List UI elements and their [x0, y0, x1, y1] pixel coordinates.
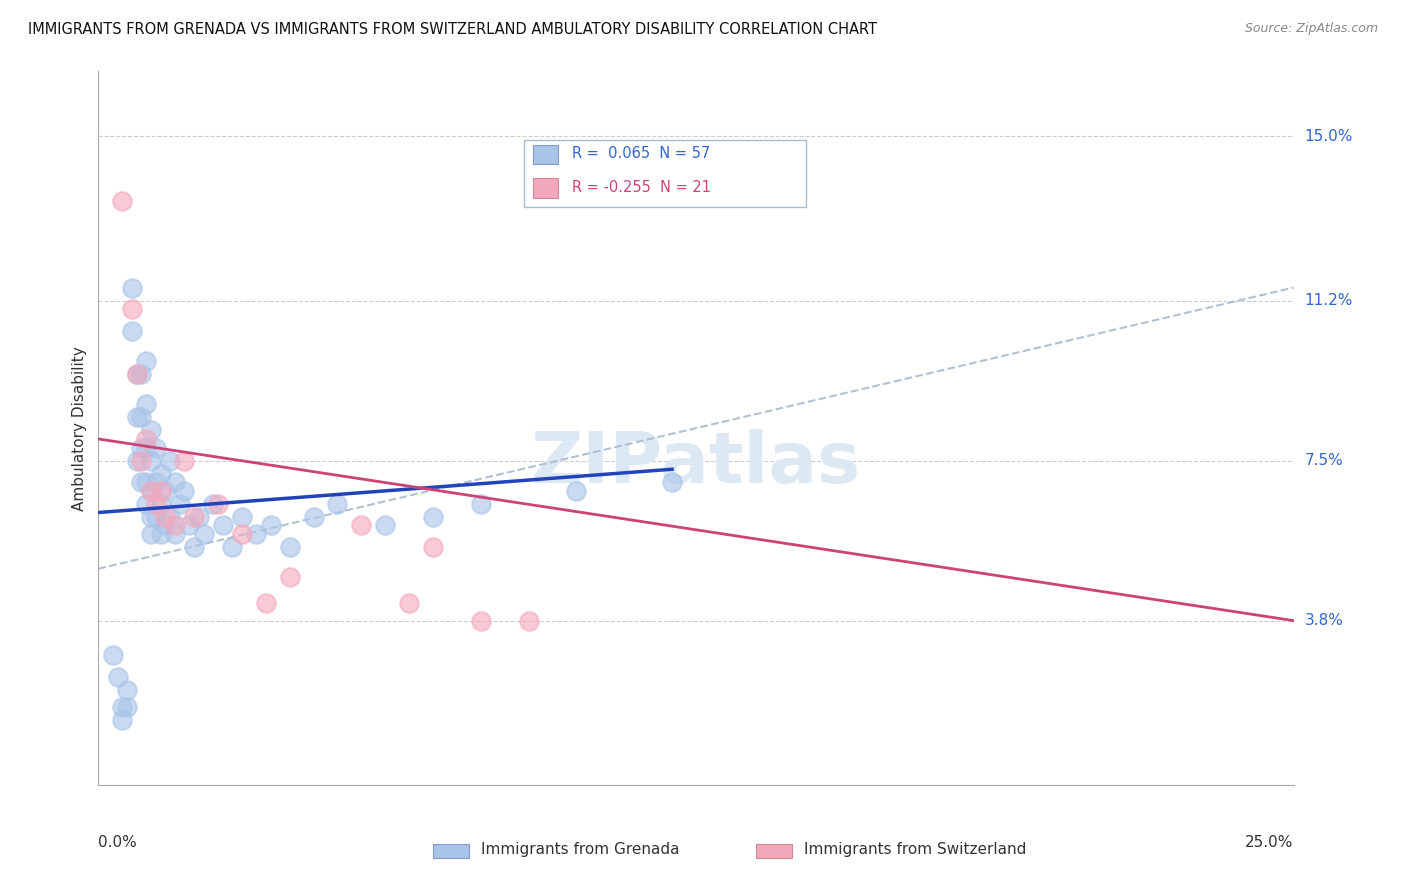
Point: [155, 483, 177, 498]
Text: 25.0%: 25.0%: [1246, 835, 1294, 850]
Point: [125, 367, 148, 381]
Point: [101, 648, 124, 663]
Point: [398, 596, 420, 610]
Point: [115, 682, 138, 697]
Point: [207, 497, 229, 511]
Point: [135, 497, 157, 511]
Point: [350, 518, 373, 533]
Point: [193, 527, 215, 541]
Point: [155, 518, 177, 533]
Point: [565, 483, 588, 498]
Point: [139, 509, 162, 524]
Point: [149, 467, 172, 481]
Point: [202, 497, 225, 511]
Point: [111, 713, 134, 727]
Text: Source: ZipAtlas.com: Source: ZipAtlas.com: [1244, 22, 1378, 36]
Point: [517, 614, 540, 628]
Point: [259, 518, 281, 533]
Point: [131, 367, 153, 381]
Point: [139, 423, 162, 437]
Point: [115, 700, 138, 714]
Point: [131, 441, 153, 455]
Point: [139, 483, 162, 498]
Text: 11.2%: 11.2%: [1305, 293, 1353, 308]
Point: [135, 441, 157, 455]
Point: [422, 540, 444, 554]
Point: [131, 475, 153, 490]
Point: [155, 509, 177, 524]
Point: [661, 475, 683, 490]
Point: [121, 302, 143, 317]
Point: [422, 509, 444, 524]
Point: [173, 483, 195, 498]
Point: [121, 280, 143, 294]
Point: [173, 453, 195, 467]
Text: Immigrants from Grenada: Immigrants from Grenada: [481, 842, 679, 856]
Text: ZIPatlas: ZIPatlas: [531, 429, 860, 499]
Text: IMMIGRANTS FROM GRENADA VS IMMIGRANTS FROM SWITZERLAND AMBULATORY DISABILITY COR: IMMIGRANTS FROM GRENADA VS IMMIGRANTS FR…: [28, 22, 877, 37]
Text: 3.8%: 3.8%: [1305, 613, 1344, 628]
Point: [470, 614, 492, 628]
Bar: [433, 844, 470, 858]
Point: [302, 509, 325, 524]
Text: Immigrants from Switzerland: Immigrants from Switzerland: [804, 842, 1026, 856]
Point: [149, 527, 172, 541]
Point: [374, 518, 396, 533]
Point: [183, 509, 205, 524]
Point: [221, 540, 243, 554]
Text: 7.5%: 7.5%: [1305, 453, 1343, 468]
Point: [139, 483, 162, 498]
Point: [135, 475, 157, 490]
Point: [111, 194, 134, 208]
Point: [121, 324, 143, 338]
Text: R =  0.065  N = 57: R = 0.065 N = 57: [572, 146, 710, 161]
Point: [125, 367, 148, 381]
Point: [131, 453, 153, 467]
Point: [163, 475, 186, 490]
Point: [139, 527, 162, 541]
Point: [278, 540, 301, 554]
Point: [326, 497, 349, 511]
Bar: [756, 844, 792, 858]
Point: [231, 527, 253, 541]
Point: [145, 497, 167, 511]
Point: [245, 527, 267, 541]
Point: [470, 497, 492, 511]
Point: [149, 483, 172, 498]
Point: [111, 700, 134, 714]
Point: [187, 509, 209, 524]
Point: [179, 518, 201, 533]
Point: [211, 518, 233, 533]
Point: [159, 453, 181, 467]
Point: [145, 475, 167, 490]
Point: [135, 432, 157, 446]
Y-axis label: Ambulatory Disability: Ambulatory Disability: [72, 346, 87, 510]
Point: [135, 397, 157, 411]
Point: [107, 670, 129, 684]
Point: [131, 410, 153, 425]
Point: [169, 497, 191, 511]
Text: 15.0%: 15.0%: [1305, 128, 1353, 144]
Point: [183, 540, 205, 554]
Point: [163, 518, 186, 533]
Text: 0.0%: 0.0%: [98, 835, 138, 850]
Point: [135, 354, 157, 368]
Point: [163, 527, 186, 541]
Point: [125, 410, 148, 425]
Point: [278, 570, 301, 584]
Point: [139, 453, 162, 467]
Point: [149, 497, 172, 511]
Point: [254, 596, 277, 610]
Point: [145, 441, 167, 455]
Point: [231, 509, 253, 524]
Point: [145, 509, 167, 524]
Text: R = -0.255  N = 21: R = -0.255 N = 21: [572, 179, 711, 194]
Point: [125, 453, 148, 467]
Point: [159, 509, 181, 524]
